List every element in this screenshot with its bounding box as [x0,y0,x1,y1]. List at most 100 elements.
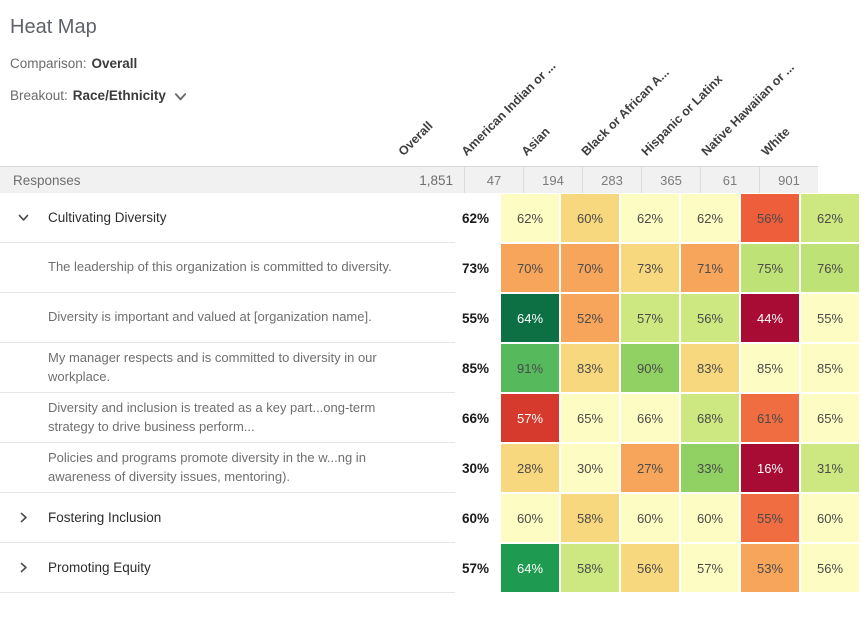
row-label: Diversity and inclusion is treated as a … [48,399,376,434]
heat-cell: 62% [621,194,679,242]
heat-cell: 56% [801,544,859,592]
question-row-label-cell: Diversity is important and valued at [or… [0,293,455,343]
heat-cell: 55% [801,294,859,342]
table-row: My manager respects and is committed to … [0,343,865,393]
row-label: Policies and programs promote diversity … [48,449,366,484]
heatmap-table: Responses 1,851 47 194 283 365 61 901 Cultiva… [0,166,865,593]
heat-cell: 57% [621,294,679,342]
row-overall-score: 55% [461,310,489,326]
heat-cell: 83% [561,344,619,392]
table-row: Fostering Inclusion 60% 60% 58% 60% 60% 55% 60% [0,493,865,543]
heat-cell: 60% [681,494,739,542]
question-row-label-cell: Diversity and inclusion is treated as a … [0,393,455,443]
table-rows: Cultivating Diversity 62% 62% 60% 62% 62% 56% 6… [0,193,865,593]
breakout-value: Race/Ethnicity [72,88,166,103]
heat-cell: 57% [681,544,739,592]
heat-cell: 56% [681,294,739,342]
row-label: Promoting Equity [48,560,151,575]
table-row: Policies and programs promote diversity … [0,443,865,493]
table-row: Diversity and inclusion is treated as a … [0,393,865,443]
category-row-toggle[interactable]: Promoting Equity [0,543,455,593]
heat-cells: 60% 58% 60% 60% 55% 60% [500,493,860,543]
comparison-label: Comparison: [10,56,87,71]
row-label: The leadership of this organization is c… [48,259,392,275]
heat-cell: 62% [501,194,559,242]
heat-cell: 58% [561,544,619,592]
responses-count: 194 [523,167,582,193]
heat-cell: 64% [501,294,559,342]
heat-cells: 28% 30% 27% 33% 16% 31% [500,443,860,493]
chevron-right-icon[interactable] [0,561,48,574]
question-row-label-cell: The leadership of this organization is c… [0,243,455,293]
row-overall-score: 66% [461,410,489,426]
heat-cell: 16% [741,444,799,492]
page-header: Heat Map Comparison: Overall Breakout: R… [0,0,865,166]
heat-cells: 57% 65% 66% 68% 61% 65% [500,393,860,443]
heat-cells: 70% 70% 73% 71% 75% 76% [500,243,860,293]
responses-count: 61 [700,167,759,193]
heat-cell: 60% [501,494,559,542]
heat-cell: 60% [561,194,619,242]
comparison-value: Overall [91,56,138,71]
responses-count: 47 [464,167,523,193]
responses-row: Responses 1,851 47 194 283 365 61 901 [0,166,818,193]
comparison-filter: Comparison: Overall [10,56,865,71]
row-overall-score: 60% [461,510,489,526]
row-label: Fostering Inclusion [48,510,162,525]
table-row: Promoting Equity 57% 64% 58% 56% 57% 53% 56% [0,543,865,593]
responses-label: Responses [13,172,81,188]
row-overall-score: 30% [461,460,489,476]
category-row-toggle[interactable]: Cultivating Diversity [0,193,455,243]
heat-cell: 61% [741,394,799,442]
breakout-label: Breakout: [10,88,68,103]
heat-cell: 31% [801,444,859,492]
heat-cell: 58% [561,494,619,542]
heat-cell: 28% [501,444,559,492]
heat-cell: 55% [741,494,799,542]
heat-cells: 64% 52% 57% 56% 44% 55% [500,293,860,343]
heat-cell: 83% [681,344,739,392]
table-row: Cultivating Diversity 62% 62% 60% 62% 62% 56% 6… [0,193,865,243]
heat-cell: 65% [561,394,619,442]
heat-cell: 75% [741,244,799,292]
chevron-down-icon[interactable] [173,89,188,104]
heat-cell: 85% [741,344,799,392]
responses-count: 901 [759,167,818,193]
heat-cell: 56% [741,194,799,242]
row-overall-score: 73% [461,260,489,276]
responses-overall-count: 1,851 [419,172,453,188]
chevron-right-icon[interactable] [0,511,48,524]
responses-count: 283 [582,167,641,193]
responses-count: 365 [641,167,700,193]
row-overall-score: 85% [461,360,489,376]
heat-cell: 60% [621,494,679,542]
row-label: Diversity is important and valued at [or… [48,309,372,325]
heat-cell: 64% [501,544,559,592]
row-overall-score: 62% [461,210,489,226]
heat-cell: 57% [501,394,559,442]
heat-cell: 27% [621,444,679,492]
responses-counts: 47 194 283 365 61 901 [464,167,818,193]
heat-cell: 33% [681,444,739,492]
heat-cells: 62% 60% 62% 62% 56% 62% [500,193,860,243]
heat-cell: 73% [621,244,679,292]
heat-cell: 62% [801,194,859,242]
heat-cell: 65% [801,394,859,442]
row-label: Cultivating Diversity [48,210,167,225]
chevron-down-icon[interactable] [0,211,48,224]
heat-cell: 85% [801,344,859,392]
breakout-filter[interactable]: Breakout: Race/Ethnicity [10,88,865,103]
heat-cell: 70% [561,244,619,292]
heat-cell: 68% [681,394,739,442]
table-row: The leadership of this organization is c… [0,243,865,293]
heat-cell: 52% [561,294,619,342]
heat-cell: 44% [741,294,799,342]
category-row-toggle[interactable]: Fostering Inclusion [0,493,455,543]
heat-cells: 91% 83% 90% 83% 85% 85% [500,343,860,393]
heat-cell: 53% [741,544,799,592]
heat-cell: 66% [621,394,679,442]
heat-cells: 64% 58% 56% 57% 53% 56% [500,543,860,593]
heat-cell: 71% [681,244,739,292]
page-title: Heat Map [10,16,97,38]
